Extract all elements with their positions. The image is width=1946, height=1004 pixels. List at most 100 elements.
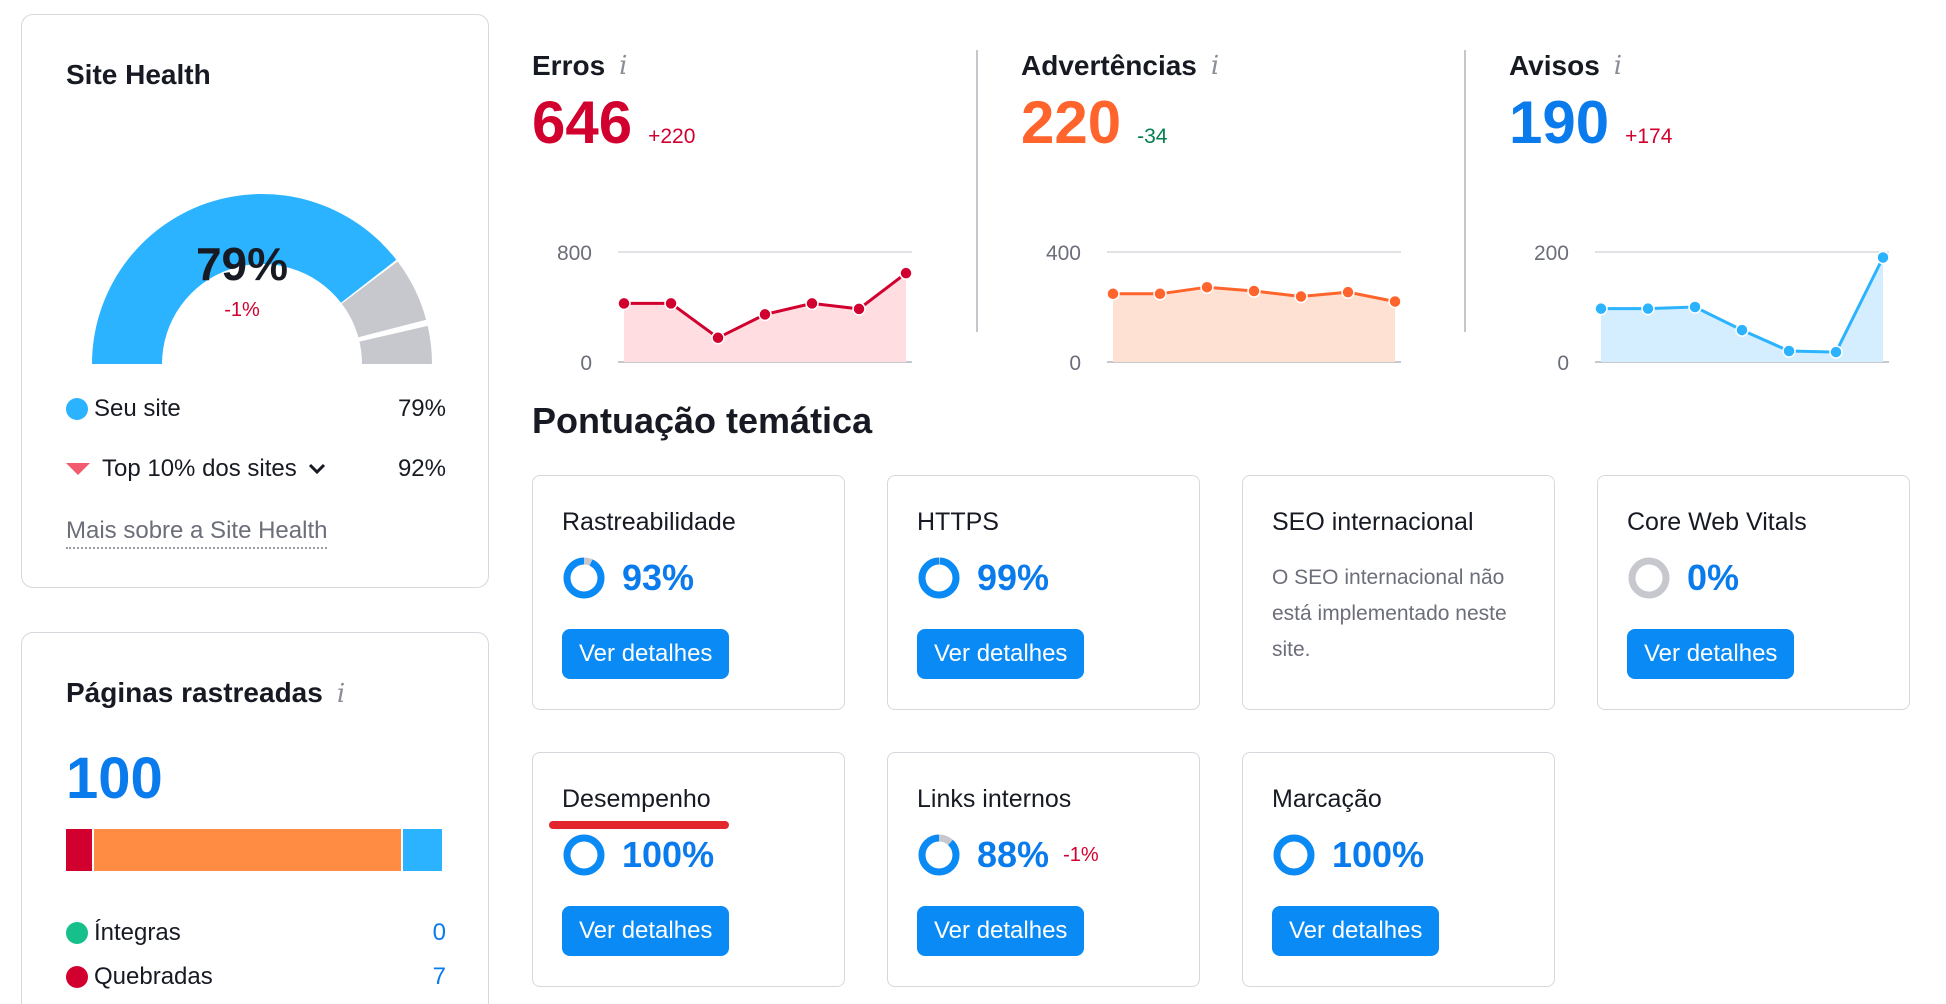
thematic-card-internal-links: Links internos 88% -1% Ver detalhes	[887, 752, 1200, 987]
warnings-delta: -34	[1137, 125, 1168, 148]
healthy-label: Íntegras	[94, 919, 181, 946]
sparkline-point[interactable]	[1247, 284, 1261, 298]
crawled-pages-card: Páginas rastreadas i 100 Íntegras 0 Quebr…	[21, 632, 489, 1004]
thematic-card-name: Marcação	[1272, 785, 1382, 813]
legend-broken[interactable]: Quebradas 7	[66, 963, 446, 991]
divider	[976, 50, 978, 332]
your-site-value: 79%	[397, 395, 446, 422]
your-site-dot	[66, 398, 88, 420]
thematic-card-score: 100%	[1272, 833, 1424, 877]
legend-your-site: Seu site 79%	[66, 395, 446, 423]
site-health-delta: -1%	[224, 299, 260, 321]
notices-value[interactable]: 190	[1509, 89, 1610, 156]
score-ring-icon	[563, 557, 605, 599]
notices-delta: +174	[1625, 125, 1673, 148]
sparkline-point[interactable]	[805, 296, 819, 311]
info-icon[interactable]: i	[1613, 51, 1623, 81]
legend-top10: Top 10% dos sites 92%	[66, 455, 446, 483]
sparkline-point[interactable]	[1876, 250, 1890, 265]
thematic-card-score: 100%	[562, 833, 714, 877]
sparkline-point[interactable]	[758, 307, 772, 322]
thematic-card-crawlability: Rastreabilidade 93% Ver detalhes	[532, 475, 845, 710]
notices-title-text: Avisos	[1509, 50, 1600, 81]
sparkline-point[interactable]	[1735, 323, 1749, 337]
info-icon[interactable]: i	[336, 679, 346, 709]
bar-segment[interactable]	[400, 829, 442, 871]
thematic-card-percent[interactable]: 100%	[1332, 834, 1425, 875]
thematic-card-https: HTTPS 99% Ver detalhes	[887, 475, 1200, 710]
thematic-card-percent[interactable]: 0%	[1687, 557, 1740, 598]
sparkline-point[interactable]	[1782, 344, 1796, 358]
healthy-value[interactable]: 0	[432, 919, 446, 946]
metric-errors: Erros i 646 +220 800 0	[532, 50, 972, 375]
top10-label: Top 10% dos sites	[102, 455, 297, 482]
y-axis-min-label: 0	[580, 352, 592, 375]
score-ring-icon	[1628, 557, 1670, 599]
sparkline-point[interactable]	[1200, 280, 1214, 294]
score-ring-icon	[1273, 834, 1315, 876]
sparkline-point[interactable]	[1594, 301, 1608, 316]
gauge-rest-arc	[359, 325, 432, 364]
thematic-card-markup: Marcação 100% Ver detalhes	[1242, 752, 1555, 987]
info-icon[interactable]: i	[1210, 51, 1220, 81]
site-health-more-link[interactable]: Mais sobre a Site Health	[66, 517, 328, 549]
y-axis-min-label: 0	[1557, 352, 1569, 375]
warnings-title-text: Advertências	[1021, 50, 1197, 81]
sparkline-point[interactable]	[1106, 287, 1120, 301]
crawled-pages-count[interactable]: 100	[66, 746, 163, 811]
notices-title: Avisos i	[1509, 50, 1946, 82]
score-ring-icon	[563, 834, 605, 876]
thematic-card-international-seo: SEO internacional O SEO internacional não…	[1242, 475, 1555, 710]
sparkline-point[interactable]	[1641, 301, 1655, 316]
gauge-top10-line	[358, 318, 432, 342]
crawled-pages-title-text: Páginas rastreadas	[66, 677, 323, 708]
sparkline-point[interactable]	[617, 296, 631, 311]
bar-segment[interactable]	[92, 829, 401, 871]
broken-value[interactable]: 7	[432, 963, 446, 990]
sparkline-point[interactable]	[664, 296, 678, 311]
thematic-card-percent[interactable]: 88%	[977, 834, 1050, 875]
y-axis-max-label: 400	[1046, 242, 1081, 265]
sparkline-point[interactable]	[899, 266, 913, 280]
warnings-value[interactable]: 220	[1021, 89, 1122, 156]
sparkline-point[interactable]	[852, 302, 866, 316]
sparkline-point[interactable]	[1388, 294, 1402, 309]
view-details-button[interactable]: Ver detalhes	[917, 906, 1085, 956]
gauge-gap-arc	[341, 261, 427, 340]
view-details-button[interactable]: Ver detalhes	[1272, 906, 1440, 956]
metric-notices: Avisos i 190 +174 200 0	[1509, 50, 1946, 375]
view-details-button[interactable]: Ver detalhes	[562, 629, 730, 679]
thematic-card-name: Desempenho	[562, 785, 711, 813]
view-details-button[interactable]: Ver detalhes	[562, 906, 730, 956]
top10-marker-icon	[66, 463, 90, 475]
sparkline-point[interactable]	[711, 331, 725, 345]
errors-title: Erros i	[532, 50, 972, 82]
sparkline-point[interactable]	[1688, 300, 1702, 314]
broken-label: Quebradas	[94, 963, 213, 990]
sparkline-point[interactable]	[1341, 285, 1355, 299]
site-health-card: Site Health 79% -1% Seu site 79% Top 10%…	[21, 14, 489, 588]
errors-value[interactable]: 646	[532, 89, 633, 156]
view-details-button[interactable]: Ver detalhes	[1627, 629, 1795, 679]
thematic-card-delta: -1%	[1063, 843, 1099, 866]
site-health-value: 79%	[195, 238, 289, 290]
warnings-title: Advertências i	[1021, 50, 1461, 82]
thematic-card-percent[interactable]: 100%	[622, 834, 715, 875]
thematic-card-percent[interactable]: 99%	[977, 557, 1050, 598]
sparkline-point[interactable]	[1829, 345, 1843, 359]
your-site-label: Seu site	[94, 395, 181, 422]
y-axis-min-label: 0	[1069, 352, 1081, 375]
top10-dropdown[interactable]: Top 10% dos sites	[102, 455, 327, 483]
score-ring-icon	[918, 557, 960, 599]
sparkline-point[interactable]	[1153, 287, 1167, 301]
chevron-down-icon	[308, 463, 325, 475]
site-health-gauge	[92, 193, 432, 364]
bar-segment[interactable]	[66, 829, 93, 871]
info-icon[interactable]: i	[619, 51, 628, 81]
site-health-title: Site Health	[66, 59, 211, 90]
sparkline-point[interactable]	[1294, 289, 1308, 304]
view-details-button[interactable]: Ver detalhes	[917, 629, 1085, 679]
thematic-card-percent[interactable]: 93%	[622, 557, 695, 598]
legend-healthy[interactable]: Íntegras 0	[66, 919, 446, 947]
errors-delta: +220	[648, 125, 696, 148]
